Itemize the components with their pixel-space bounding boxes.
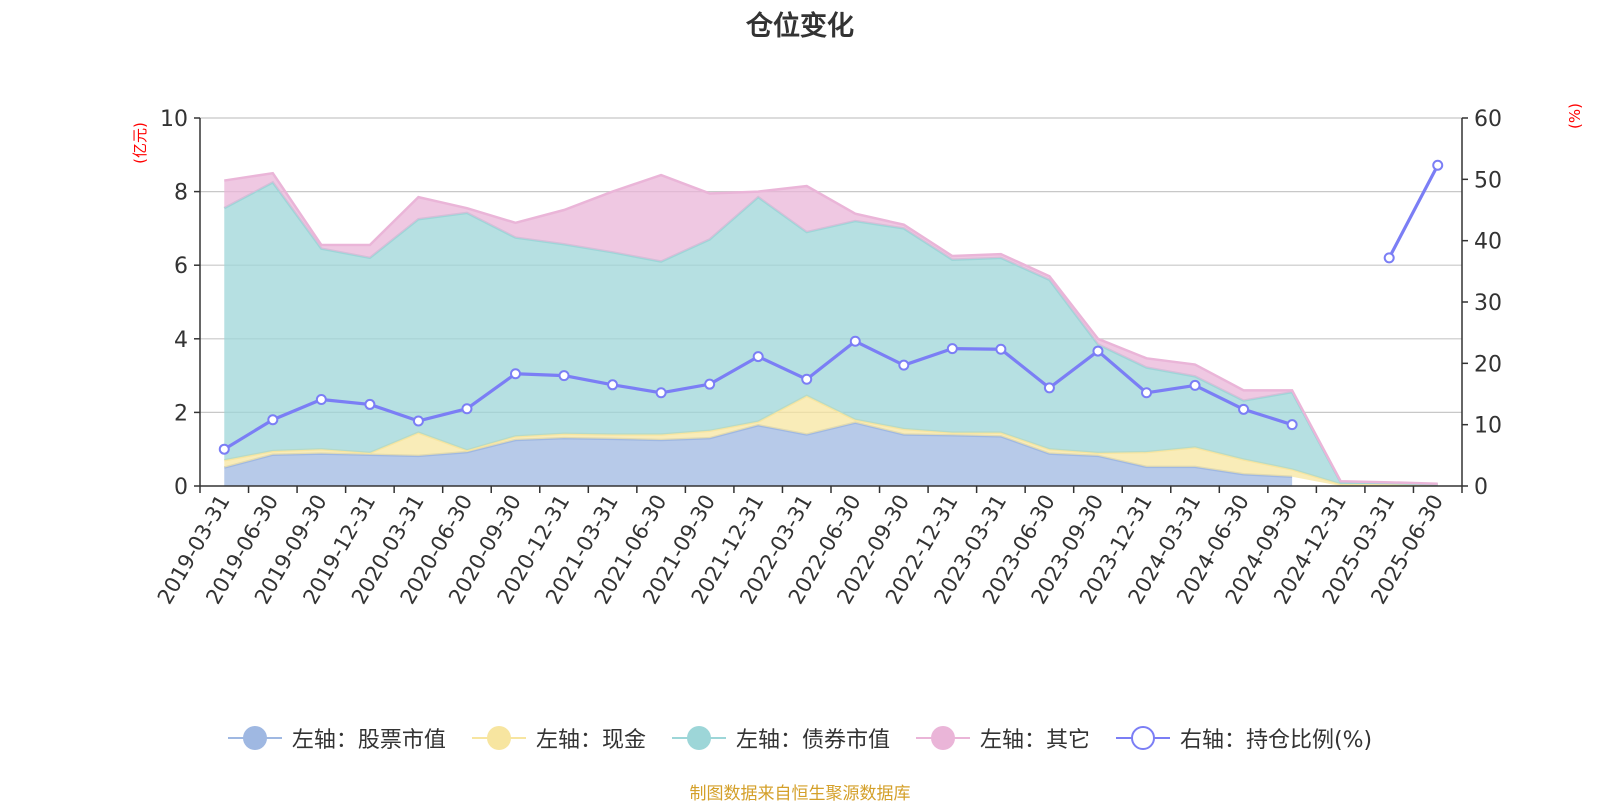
legend-item-cash[interactable]: 左轴：现金 xyxy=(471,722,646,754)
ratio-line-segment xyxy=(222,418,275,451)
ratio-point xyxy=(655,387,667,399)
right-tick-label: 20 xyxy=(1474,352,1502,377)
legend-marker-icon xyxy=(471,725,526,751)
ratio-line-segment xyxy=(1241,407,1294,427)
legend-label: 左轴：现金 xyxy=(535,728,646,753)
legend-item-other[interactable]: 左轴：其它 xyxy=(915,722,1090,754)
ratio-point xyxy=(510,368,521,380)
ratio-line-segment xyxy=(1193,383,1246,411)
ratio-line-segment xyxy=(756,354,809,381)
ratio-point xyxy=(1043,382,1055,394)
ratio-point xyxy=(1141,387,1152,399)
ratio-line-segment xyxy=(416,407,469,423)
ratio-point xyxy=(752,351,764,363)
ratio-point xyxy=(267,414,279,426)
area-0 xyxy=(224,422,1293,486)
ratio-line-segment xyxy=(271,397,323,422)
ratio-point xyxy=(315,394,327,406)
legend-marker-icon xyxy=(1115,725,1170,751)
left-tick-label: 8 xyxy=(174,181,188,206)
ratio-line-segment xyxy=(950,347,1003,351)
right-tick-label: 0 xyxy=(1474,475,1488,500)
ratio-point xyxy=(946,343,958,355)
data-source-note: 制图数据来自恒生聚源数据库 xyxy=(689,784,911,804)
right-tick-label: 30 xyxy=(1474,291,1502,316)
ratio-point xyxy=(558,370,570,382)
ratio-line-segment xyxy=(610,383,663,395)
area-edge-3 xyxy=(224,171,1438,486)
right-tick-label: 40 xyxy=(1474,230,1502,255)
ratio-point xyxy=(1092,345,1104,357)
legend-label: 左轴：其它 xyxy=(979,728,1090,753)
ratio-line-segment xyxy=(853,339,906,367)
ratio-line-segment xyxy=(319,397,372,407)
legend-label: 左轴：股票市值 xyxy=(291,728,446,753)
ratio-point xyxy=(995,343,1007,355)
ratio-point xyxy=(849,335,861,347)
left-tick-label: 4 xyxy=(174,328,188,353)
ratio-line-segment xyxy=(805,339,857,381)
ratio-point xyxy=(1286,419,1298,431)
right-tick-label: 60 xyxy=(1474,107,1502,132)
ratio-point xyxy=(607,379,619,391)
area-2 xyxy=(224,182,1438,486)
chart-title: 仓位变化 xyxy=(746,11,854,42)
right-axis-unit-label: (%) xyxy=(1566,103,1584,129)
ratio-line-segment xyxy=(902,347,954,367)
ratio-line-segment xyxy=(513,372,566,378)
ratio-line-segment xyxy=(1096,349,1149,395)
ratio-line-segment xyxy=(1047,349,1100,390)
ratio-line-segment xyxy=(1387,163,1440,260)
ratio-point xyxy=(412,415,424,427)
ratio-line-segment xyxy=(659,382,712,395)
ratio-point xyxy=(801,373,813,385)
legend-item-bond[interactable]: 左轴：债券市值 xyxy=(671,722,890,754)
legend-marker-icon xyxy=(671,725,726,751)
right-tick-label: 50 xyxy=(1474,168,1502,193)
left-tick-label: 10 xyxy=(160,107,188,132)
ratio-point xyxy=(898,359,910,371)
ratio-line xyxy=(218,159,1444,455)
ratio-line-segment xyxy=(999,347,1052,390)
left-axis-unit-label: (亿元) xyxy=(131,122,149,164)
ratio-point xyxy=(1383,252,1395,264)
left-tick-label: 2 xyxy=(174,401,188,426)
legend-item-ratio[interactable]: 右轴：持仓比例(%) xyxy=(1115,722,1373,754)
ratio-line-segment xyxy=(368,402,421,423)
legend-marker-icon xyxy=(915,725,970,751)
ratio-point xyxy=(1189,379,1201,391)
ratio-point xyxy=(1432,159,1444,171)
legend-item-stock[interactable]: 左轴：股票市值 xyxy=(227,722,446,754)
left-tick-label: 6 xyxy=(174,254,188,279)
area-1 xyxy=(224,395,1438,486)
legend-label: 右轴：持仓比例(%) xyxy=(1179,728,1373,753)
ratio-line-segment xyxy=(562,374,615,387)
right-tick-label: 10 xyxy=(1474,414,1502,439)
legend-label: 左轴：债券市值 xyxy=(735,728,890,753)
ratio-line-segment xyxy=(708,354,760,386)
ratio-line-segment xyxy=(465,372,518,411)
ratio-line-segment xyxy=(1144,383,1197,395)
ratio-point xyxy=(364,398,376,410)
legend-marker-icon xyxy=(227,725,282,751)
ratio-point xyxy=(218,443,230,455)
legend: 左轴：股票市值 左轴：现金 左轴：债券市值 左轴：其它 右轴：持仓比例(%) xyxy=(0,722,1600,754)
ratio-point xyxy=(461,403,473,415)
ratio-point xyxy=(1238,403,1250,415)
ratio-point xyxy=(704,378,716,390)
left-tick-label: 0 xyxy=(174,475,188,500)
stacked-areas xyxy=(223,171,1438,487)
